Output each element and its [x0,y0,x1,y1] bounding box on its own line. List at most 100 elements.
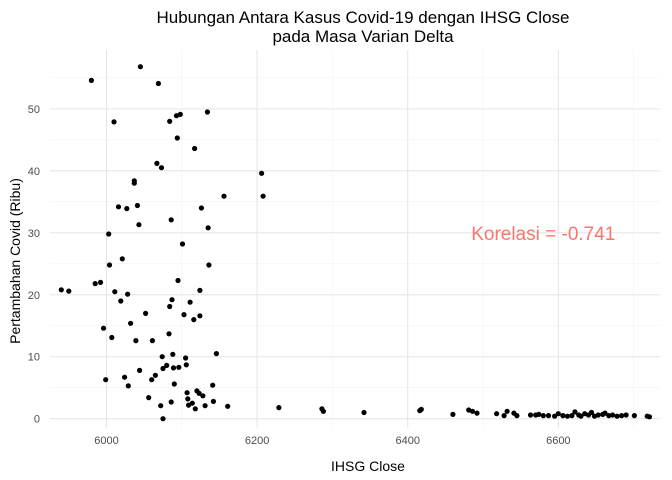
data-point [631,413,638,419]
data-point [192,406,198,412]
data-point [152,372,158,378]
data-point [206,262,212,268]
data-point [196,390,202,396]
data-point [189,400,195,406]
y-tick-label: 0 [34,414,40,426]
data-point [527,412,534,418]
data-point [213,351,219,357]
data-point [260,193,266,199]
y-tick-label: 40 [28,166,40,178]
data-point [158,165,165,171]
data-point [259,170,265,176]
data-point [200,393,206,399]
data-point [504,408,510,414]
data-point [124,206,130,212]
data-point [564,413,571,419]
data-point [540,413,546,419]
data-point [170,365,177,371]
data-point [125,291,131,297]
data-point [474,410,480,416]
data-point [119,256,125,262]
data-point [536,411,542,417]
data-point [610,412,616,418]
data-point [187,299,193,305]
data-point [560,413,566,419]
data-point [112,289,118,295]
data-point [588,409,595,416]
data-point [58,287,64,293]
data-point [578,413,584,419]
data-point [555,411,561,417]
x-axis-label: IHSG Close [331,458,405,474]
data-point [210,382,216,388]
data-point [168,217,174,223]
data-point [501,413,507,419]
data-point [198,205,204,211]
data-point [88,77,94,83]
data-point [167,303,173,310]
chart-title: Hubungan Antara Kasus Covid-19 dengan IH… [157,8,570,27]
data-point [149,338,155,344]
tick-labels: 6000 6200 6400 6600 0 10 20 30 40 50 [28,104,571,447]
data-point [623,412,629,418]
y-tick-label: 50 [28,104,40,116]
data-point [66,288,72,294]
data-point [418,406,424,412]
data-point [122,374,128,380]
data-point [646,414,653,420]
y-tick-label: 10 [28,352,40,364]
data-point [210,398,216,404]
correlation-annotation: Korelasi = -0.741 [471,224,615,245]
x-tick-label: 6600 [546,435,570,447]
data-point [106,262,113,268]
data-point [205,225,211,231]
data-point [174,135,180,141]
data-point [545,413,552,419]
data-point [602,410,608,416]
data-point [133,338,139,344]
data-point [619,413,625,419]
data-point [197,313,203,319]
data-point [134,202,140,209]
chart-subtitle: pada Masa Varian Delta [272,27,454,46]
y-axis-label: Pertambahan Covid (Ribu) [7,178,23,344]
data-point [450,411,456,417]
data-point [185,396,191,402]
data-point [111,119,117,125]
data-point [361,409,367,416]
data-point [106,231,112,237]
data-point [154,160,160,166]
data-point [569,413,575,419]
data-point [164,362,170,368]
data-point [103,377,109,383]
data-point [125,383,131,389]
data-point [320,408,326,414]
data-point [97,279,104,285]
data-point [131,180,137,186]
data-point [136,222,142,228]
data-point [276,405,282,411]
data-point [168,399,174,405]
x-tick-label: 6400 [395,435,419,447]
data-point [204,109,210,115]
data-point [595,412,601,418]
data-point [197,287,203,293]
data-point [179,241,186,247]
data-point [494,411,500,417]
x-tick-label: 6200 [245,435,269,447]
data-point [514,413,520,419]
y-tick-label: 30 [28,228,40,240]
data-point [128,320,134,326]
data-point [109,334,115,341]
x-tick-label: 6000 [94,435,118,447]
grid-lines [50,50,660,428]
data-point [92,281,98,287]
data-point [137,367,143,373]
data-point [167,118,173,124]
data-point [572,409,578,415]
data-point [176,364,182,370]
data-point [137,64,143,70]
data-point [149,377,155,383]
data-point [100,325,107,331]
